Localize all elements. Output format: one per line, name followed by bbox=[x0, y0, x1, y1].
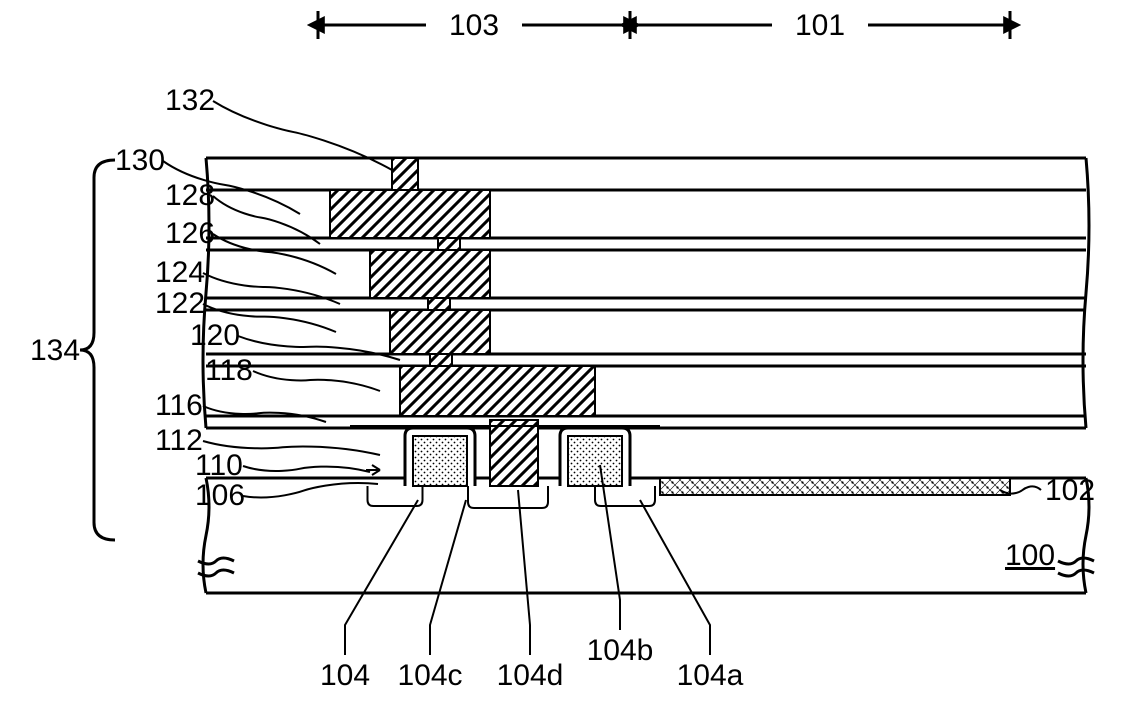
ref-label: 104d bbox=[497, 659, 564, 692]
leader-line bbox=[213, 234, 336, 274]
leader-line bbox=[640, 500, 710, 655]
gate-inner bbox=[413, 436, 467, 486]
dimension-label: 103 bbox=[449, 9, 499, 42]
ref-label: 116 bbox=[155, 389, 203, 422]
leader-line bbox=[203, 406, 326, 422]
metal-block bbox=[438, 238, 460, 250]
leader-line bbox=[243, 466, 370, 472]
ref-label: 124 bbox=[155, 256, 205, 289]
metal-block bbox=[400, 366, 595, 416]
region-102 bbox=[660, 478, 1010, 495]
ref-label: 102 bbox=[1045, 474, 1095, 507]
ref-label: 132 bbox=[165, 84, 215, 117]
leader-line bbox=[213, 101, 392, 170]
ref-label: 104a bbox=[677, 659, 744, 692]
ref-label: 104b bbox=[587, 634, 654, 667]
metal-block bbox=[390, 310, 490, 354]
ref-label: 104c bbox=[397, 659, 462, 692]
ref-label: 122 bbox=[155, 287, 205, 320]
metal-block bbox=[392, 158, 418, 190]
leader-line bbox=[253, 371, 380, 391]
ref-label: 110 bbox=[195, 449, 243, 482]
gate-inner bbox=[568, 436, 622, 486]
doped-recess bbox=[468, 486, 548, 508]
metal-block bbox=[330, 190, 490, 238]
leader-line bbox=[518, 490, 530, 655]
substrate-label: 100 bbox=[1005, 539, 1055, 572]
ref-label: 128 bbox=[165, 179, 215, 212]
brace-134 bbox=[80, 160, 115, 540]
dimension-label: 101 bbox=[795, 9, 845, 42]
ref-label: 106 bbox=[195, 479, 245, 512]
ref-label: 120 bbox=[190, 319, 240, 352]
metal-block bbox=[428, 298, 450, 310]
leader-line bbox=[345, 500, 418, 655]
leader-line bbox=[238, 336, 400, 360]
ref-label: 126 bbox=[165, 217, 215, 250]
leader-line bbox=[243, 483, 378, 498]
metal-block bbox=[370, 250, 490, 298]
label-134: 134 bbox=[30, 334, 80, 367]
ref-label: 104 bbox=[320, 659, 370, 692]
doped-recess bbox=[368, 486, 423, 506]
ref-label: 118 bbox=[205, 354, 253, 387]
contact-via bbox=[490, 420, 538, 486]
ref-label: 130 bbox=[115, 144, 165, 177]
metal-block bbox=[430, 354, 452, 366]
leader-line bbox=[430, 500, 466, 655]
